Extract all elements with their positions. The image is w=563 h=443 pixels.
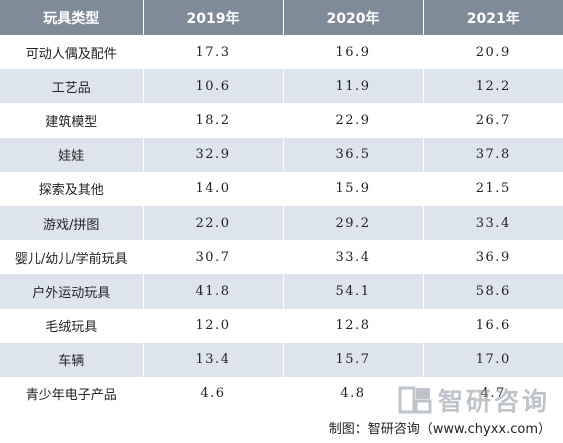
table-row: 户外运动玩具 41.8 54.1 58.6 — [0, 274, 563, 309]
row-label: 游戏/拼图 — [0, 205, 144, 241]
row-label: 娃娃 — [0, 137, 144, 172]
cell-2019: 4.6 — [143, 376, 284, 412]
cell-2020: 12.8 — [283, 308, 424, 343]
source-credit: 制图：智研咨询（www.chyxx.com） — [328, 422, 551, 437]
cell-2019: 41.8 — [143, 274, 284, 309]
cell-2020: 33.4 — [283, 240, 424, 275]
table-row: 可动人偶及配件 17.3 16.9 20.9 — [0, 35, 563, 70]
header-2021: 2021年 — [423, 0, 563, 35]
cell-2020: 11.9 — [283, 69, 424, 104]
cell-2019: 32.9 — [143, 137, 284, 172]
cell-2019: 14.0 — [143, 171, 284, 206]
cell-2020: 4.8 — [283, 376, 424, 412]
cell-2019: 17.3 — [143, 35, 284, 70]
cell-2021: 33.4 — [423, 205, 563, 241]
cell-2021: 37.8 — [423, 137, 563, 172]
table-row: 建筑模型 18.2 22.9 26.7 — [0, 103, 563, 138]
row-label: 可动人偶及配件 — [0, 35, 144, 70]
cell-2019: 13.4 — [143, 342, 284, 377]
cell-2019: 30.7 — [143, 240, 284, 275]
cell-2021: 21.5 — [423, 171, 563, 206]
cell-2021: 16.6 — [423, 308, 563, 343]
cell-2020: 36.5 — [283, 137, 424, 172]
row-label: 青少年电子产品 — [0, 376, 144, 412]
row-label: 车辆 — [0, 342, 144, 377]
header-toy-type: 玩具类型 — [0, 0, 144, 35]
cell-2021: 20.9 — [423, 35, 563, 70]
header-2020: 2020年 — [283, 0, 424, 35]
table-row: 车辆 13.4 15.7 17.0 — [0, 342, 563, 377]
cell-2021: 17.0 — [423, 342, 563, 377]
table-row: 青少年电子产品 4.6 4.8 4.7 — [0, 376, 563, 412]
cell-2020: 29.2 — [283, 205, 424, 241]
table-row: 毛绒玩具 12.0 12.8 16.6 — [0, 308, 563, 343]
row-label: 建筑模型 — [0, 103, 144, 138]
table-row: 游戏/拼图 22.0 29.2 33.4 — [0, 205, 563, 241]
toy-sales-table: 玩具类型 2019年 2020年 2021年 可动人偶及配件 17.3 16.9… — [0, 0, 563, 412]
row-label: 工艺品 — [0, 69, 144, 104]
table-row: 探索及其他 14.0 15.9 21.5 — [0, 171, 563, 206]
cell-2020: 22.9 — [283, 103, 424, 138]
cell-2019: 18.2 — [143, 103, 284, 138]
table-row: 工艺品 10.6 11.9 12.2 — [0, 69, 563, 104]
cell-2020: 16.9 — [283, 35, 424, 70]
cell-2021: 12.2 — [423, 69, 563, 104]
cell-2019: 22.0 — [143, 205, 284, 241]
table-row: 婴儿/幼儿/学前玩具 30.7 33.4 36.9 — [0, 240, 563, 275]
cell-2020: 15.7 — [283, 342, 424, 377]
row-label: 户外运动玩具 — [0, 274, 144, 309]
cell-2020: 15.9 — [283, 171, 424, 206]
cell-2020: 54.1 — [283, 274, 424, 309]
row-label: 毛绒玩具 — [0, 308, 144, 343]
cell-2019: 10.6 — [143, 69, 284, 104]
table-row: 娃娃 32.9 36.5 37.8 — [0, 137, 563, 172]
cell-2021: 26.7 — [423, 103, 563, 138]
row-label: 婴儿/幼儿/学前玩具 — [0, 240, 144, 275]
header-2019: 2019年 — [143, 0, 284, 35]
cell-2021: 36.9 — [423, 240, 563, 275]
row-label: 探索及其他 — [0, 171, 144, 206]
cell-2019: 12.0 — [143, 308, 284, 343]
cell-2021: 58.6 — [423, 274, 563, 309]
cell-2021: 4.7 — [423, 376, 563, 412]
table-header-row: 玩具类型 2019年 2020年 2021年 — [0, 0, 563, 35]
